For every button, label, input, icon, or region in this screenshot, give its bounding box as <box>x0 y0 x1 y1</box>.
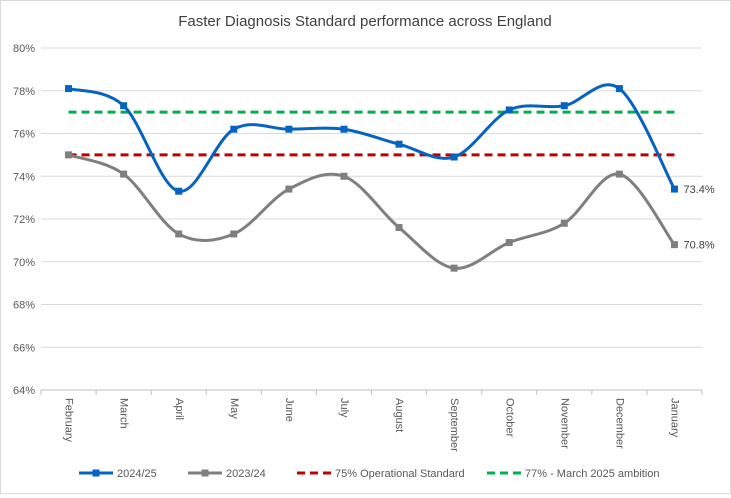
data-point <box>395 140 403 148</box>
x-tick-label: November <box>558 398 570 449</box>
y-tick-label: 74% <box>13 171 35 183</box>
data-point <box>230 230 238 238</box>
data-point <box>340 125 348 133</box>
gridlines <box>41 47 702 391</box>
y-tick-label: 80% <box>13 43 35 55</box>
data-point <box>450 153 458 161</box>
data-point <box>340 172 348 180</box>
series-2023-24: 70.8% <box>65 151 715 272</box>
data-point <box>120 170 128 178</box>
legend-item-75-operational-standard: 75% Operational Standard <box>297 468 465 480</box>
series-line <box>68 83 676 193</box>
x-tick-label: March <box>118 398 130 429</box>
data-point <box>615 85 623 93</box>
legend-label: 77% - March 2025 ambition <box>525 468 660 480</box>
data-label: 70.8% <box>683 240 714 252</box>
y-axis: 64% 66% 68% 70% 72% 74% 76% 78% 80% <box>13 43 35 397</box>
data-point <box>560 102 568 110</box>
x-tick-label: August <box>393 398 405 432</box>
data-point <box>505 239 513 247</box>
x-tick-label: February <box>63 398 75 443</box>
data-point <box>285 125 293 133</box>
y-tick-label: 64% <box>13 385 35 397</box>
legend-item-2023-24: 2023/24 <box>188 468 266 480</box>
data-point <box>450 264 458 272</box>
y-tick-label: 68% <box>13 300 35 312</box>
legend-marker <box>92 469 100 477</box>
data-point <box>670 241 678 249</box>
legend-label: 2024/25 <box>117 468 157 480</box>
y-tick-label: 72% <box>13 214 35 226</box>
legend-marker <box>201 469 209 477</box>
y-tick-label: 78% <box>13 86 35 98</box>
data-point <box>285 185 293 193</box>
data-point <box>120 102 128 110</box>
x-tick-label: September <box>448 398 460 452</box>
series-2024-25: 73.4% <box>65 83 715 196</box>
x-tick-label: December <box>613 398 625 449</box>
x-tick-label: April <box>173 398 185 420</box>
y-tick-label: 70% <box>13 257 35 269</box>
data-point <box>230 125 238 133</box>
data-point <box>395 224 403 232</box>
x-tick-label: May <box>228 398 240 419</box>
x-tick-label: June <box>283 398 295 422</box>
data-label: 73.4% <box>683 184 714 196</box>
legend-label: 2023/24 <box>226 468 266 480</box>
data-point <box>670 185 678 193</box>
data-point <box>65 151 73 159</box>
y-tick-label: 66% <box>13 342 35 354</box>
chart-title: Faster Diagnosis Standard performance ac… <box>178 13 552 30</box>
data-point <box>65 85 73 93</box>
y-tick-label: 76% <box>13 129 35 141</box>
data-point <box>615 170 623 178</box>
x-tick-label: October <box>503 398 515 437</box>
series-line <box>68 153 676 270</box>
x-axis: February March April May June July August Septe… <box>40 389 703 452</box>
legend-label: 75% Operational Standard <box>335 468 465 480</box>
legend-item-77-march-2025-ambition: 77% - March 2025 ambition <box>487 468 660 480</box>
x-tick-label: July <box>338 398 350 418</box>
series-group: 73.4% 70.8% <box>65 83 715 272</box>
data-point <box>175 230 183 238</box>
data-point <box>505 106 513 114</box>
x-tick-label: January <box>669 398 681 438</box>
data-point <box>560 219 568 227</box>
legend-item-2024-25: 2024/25 <box>79 468 157 480</box>
data-point <box>175 187 183 195</box>
legend: 2024/25 2023/24 75% Operational Standard 77… <box>79 468 660 480</box>
